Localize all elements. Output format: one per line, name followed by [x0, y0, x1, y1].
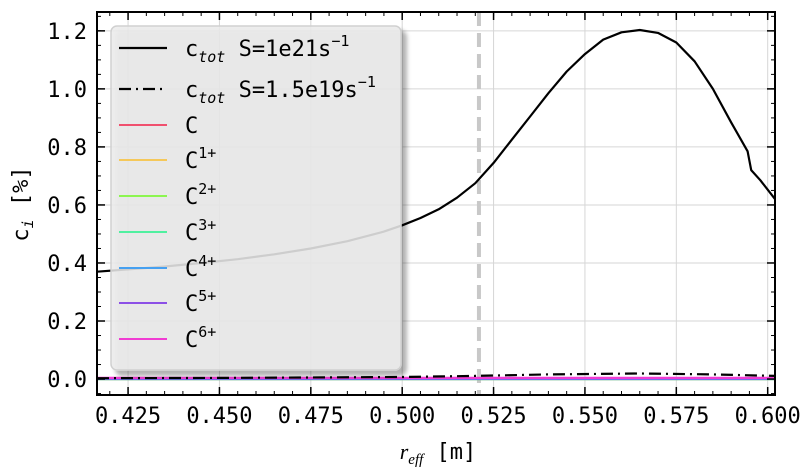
y-tick-label: 0.4	[47, 252, 87, 277]
legend-label-4: C2+	[185, 180, 216, 210]
legend-label-2: C	[185, 114, 198, 139]
x-axis-label: reff [m]	[400, 439, 477, 468]
legend: ctot S=1e21s−1 ctot S=1.5e19s−1 C C1+ C2+ C3+…	[110, 25, 402, 371]
legend-label-1: ctot S=1.5e19s−1	[185, 73, 376, 107]
y-tick-label: 0.2	[47, 310, 87, 335]
x-tick-label: 0.450	[186, 404, 252, 429]
legend-label-8: C6+	[185, 323, 216, 353]
x-tick-label: 0.425	[95, 404, 161, 429]
legend-label-5: C3+	[185, 216, 216, 246]
series-line-1	[97, 372, 775, 380]
legend-box	[110, 25, 402, 371]
y-tick-label: 0.8	[47, 136, 87, 161]
x-tick-label: 0.500	[369, 404, 435, 429]
y-tick-label: 1.2	[47, 20, 87, 45]
x-tick-label: 0.550	[552, 404, 618, 429]
x-tick-label: 0.600	[735, 404, 801, 429]
y-tick-label: 1.0	[47, 78, 87, 103]
legend-label-3: C1+	[185, 144, 216, 174]
y-tick-label: 0.0	[47, 368, 87, 393]
plot-frame	[96, 11, 776, 396]
x-tick-label: 0.475	[278, 404, 344, 429]
x-tick-label: 0.525	[460, 404, 526, 429]
legend-label-0: ctot S=1e21s−1	[185, 32, 349, 66]
y-axis-label: ci [%]	[9, 166, 37, 241]
y-tick-labels: 0.0 0.2 0.4 0.6 0.8 1.0 1.2	[47, 20, 87, 393]
x-tick-labels: 0.425 0.450 0.475 0.500 0.525 0.550 0.575 0.600	[95, 404, 801, 429]
legend-label-6: C4+	[185, 252, 216, 282]
ticks	[97, 12, 775, 395]
legend-label-7: C5+	[185, 287, 216, 317]
y-tick-label: 0.6	[47, 194, 87, 219]
x-tick-label: 0.575	[643, 404, 709, 429]
